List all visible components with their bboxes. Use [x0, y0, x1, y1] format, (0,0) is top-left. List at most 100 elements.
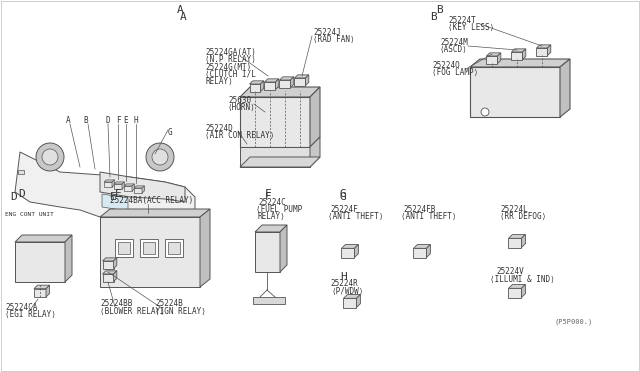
Polygon shape	[113, 258, 117, 269]
Text: G: G	[340, 192, 347, 202]
Polygon shape	[344, 298, 356, 308]
Polygon shape	[522, 234, 525, 247]
Polygon shape	[112, 180, 115, 187]
Text: 25224D: 25224D	[205, 124, 233, 132]
Polygon shape	[294, 78, 305, 86]
Polygon shape	[142, 186, 145, 193]
Circle shape	[36, 143, 64, 171]
Text: 25224C: 25224C	[258, 198, 285, 206]
Bar	[140, 239, 158, 257]
Text: H: H	[134, 115, 138, 125]
Polygon shape	[509, 238, 522, 247]
Text: ⟨IGN RELAY⟩: ⟨IGN RELAY⟩	[155, 307, 206, 315]
Polygon shape	[426, 244, 430, 257]
Text: ENG CONT UNIT: ENG CONT UNIT	[5, 212, 54, 217]
Circle shape	[146, 143, 174, 171]
Text: E: E	[110, 192, 116, 202]
Polygon shape	[280, 225, 287, 272]
Text: A: A	[180, 12, 187, 22]
Polygon shape	[124, 184, 134, 186]
Text: F: F	[265, 192, 272, 202]
Circle shape	[152, 149, 168, 165]
Polygon shape	[134, 186, 145, 188]
Polygon shape	[100, 217, 200, 287]
Polygon shape	[413, 248, 426, 257]
Polygon shape	[280, 77, 294, 80]
Polygon shape	[413, 244, 430, 248]
Text: B: B	[430, 12, 436, 22]
Text: 25224T: 25224T	[448, 16, 476, 25]
Polygon shape	[34, 289, 46, 297]
Polygon shape	[240, 87, 320, 97]
Text: 25224Q: 25224Q	[432, 61, 460, 70]
Polygon shape	[260, 81, 264, 92]
Text: 25224FB: 25224FB	[403, 205, 435, 214]
Text: 25224M: 25224M	[440, 38, 468, 46]
Polygon shape	[65, 235, 72, 282]
Text: ⟨P/WDW⟩: ⟨P/WDW⟩	[332, 286, 364, 295]
Polygon shape	[536, 45, 551, 48]
Text: E: E	[124, 115, 128, 125]
Polygon shape	[470, 67, 560, 117]
Text: 25224L: 25224L	[500, 205, 528, 214]
Text: ⟨ANTI THEFT⟩: ⟨ANTI THEFT⟩	[328, 212, 383, 221]
Text: F: F	[116, 115, 120, 125]
Polygon shape	[509, 285, 525, 288]
Polygon shape	[124, 186, 132, 191]
Text: 25224R: 25224R	[330, 279, 358, 289]
Polygon shape	[240, 147, 310, 167]
Text: D: D	[10, 192, 17, 202]
Polygon shape	[122, 182, 124, 189]
Polygon shape	[497, 53, 500, 64]
Text: ⟨ILLUMI & IND⟩: ⟨ILLUMI & IND⟩	[490, 275, 555, 283]
Bar	[18, 170, 24, 174]
Polygon shape	[310, 87, 320, 147]
Polygon shape	[250, 81, 264, 84]
Polygon shape	[114, 184, 122, 189]
Text: 25224CA: 25224CA	[5, 302, 37, 311]
Text: ⟨CLUTCH I/L: ⟨CLUTCH I/L	[205, 70, 256, 78]
Circle shape	[481, 108, 489, 116]
Polygon shape	[15, 242, 65, 282]
Polygon shape	[275, 79, 279, 90]
Polygon shape	[240, 157, 320, 167]
Text: 25224V: 25224V	[496, 267, 524, 276]
Text: ⟨FOG LAMP⟩: ⟨FOG LAMP⟩	[432, 67, 478, 77]
Text: B: B	[436, 5, 444, 15]
Text: 25224F: 25224F	[330, 205, 358, 214]
Polygon shape	[305, 75, 308, 86]
Text: ⟨RAD FAN⟩: ⟨RAD FAN⟩	[313, 35, 355, 44]
Polygon shape	[536, 48, 547, 55]
Text: D: D	[18, 189, 25, 199]
Text: G: G	[168, 128, 173, 137]
Polygon shape	[34, 285, 50, 289]
Text: 25224G(MT): 25224G(MT)	[205, 62, 252, 71]
Polygon shape	[114, 182, 124, 184]
Polygon shape	[344, 295, 360, 298]
Polygon shape	[102, 274, 113, 282]
Text: ⟨EGI RELAY⟩: ⟨EGI RELAY⟩	[5, 310, 56, 318]
Text: ⟨RR DEFOG⟩: ⟨RR DEFOG⟩	[500, 212, 547, 221]
Bar	[168, 242, 180, 254]
Text: ⟨KEY LESS⟩: ⟨KEY LESS⟩	[448, 22, 494, 32]
Text: ⟨BLOWER RELAY⟩: ⟨BLOWER RELAY⟩	[100, 307, 164, 315]
Polygon shape	[264, 82, 275, 90]
Polygon shape	[102, 271, 117, 274]
Text: 25224B: 25224B	[155, 299, 183, 308]
Text: A: A	[177, 5, 184, 15]
Polygon shape	[310, 137, 320, 167]
Polygon shape	[342, 244, 358, 248]
Polygon shape	[104, 182, 112, 187]
Bar	[143, 242, 155, 254]
Polygon shape	[522, 285, 525, 298]
Polygon shape	[342, 248, 355, 257]
Polygon shape	[102, 258, 117, 261]
Polygon shape	[253, 297, 285, 304]
Polygon shape	[470, 59, 570, 67]
Polygon shape	[486, 53, 500, 56]
Text: (P5P000.): (P5P000.)	[555, 319, 593, 325]
Polygon shape	[200, 209, 210, 287]
Polygon shape	[486, 56, 497, 64]
Text: H: H	[340, 272, 347, 282]
Polygon shape	[15, 152, 195, 222]
